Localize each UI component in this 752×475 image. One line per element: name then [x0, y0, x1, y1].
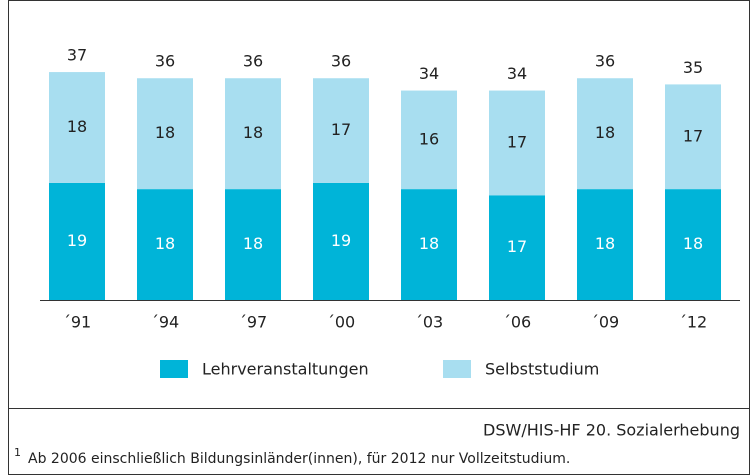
- x-tick-label: ´09: [591, 313, 619, 332]
- footnote: Ab 2006 einschließlich Bildungsinländer(…: [28, 451, 570, 467]
- total-label: 34: [507, 64, 527, 83]
- bar-segment: [49, 182, 105, 300]
- value-label: 17: [683, 126, 703, 145]
- frame: [8, 0, 750, 475]
- legend-label: Lehrveranstaltungen: [202, 360, 369, 379]
- legend-swatch: [160, 360, 188, 378]
- bar-segment: [49, 72, 105, 183]
- x-tick-label: ´91: [63, 313, 91, 332]
- bar-segment: [401, 189, 457, 300]
- footnote-marker: 1: [14, 446, 21, 459]
- total-label: 35: [683, 58, 703, 77]
- value-label: 18: [683, 234, 703, 253]
- bar-segment: [489, 195, 545, 300]
- bar-segment: [577, 78, 633, 190]
- bar-segment: [137, 78, 193, 190]
- total-label: 36: [595, 52, 615, 71]
- total-label: 34: [419, 64, 439, 83]
- x-tick-label: ´94: [151, 313, 179, 332]
- bar-segment: [577, 189, 633, 300]
- total-label: 36: [331, 52, 351, 71]
- total-label: 36: [243, 52, 263, 71]
- value-label: 18: [243, 123, 263, 142]
- value-label: 18: [67, 117, 87, 136]
- x-tick-label: ´00: [327, 313, 355, 332]
- x-tick-label: ´97: [239, 313, 267, 332]
- value-label: 17: [507, 132, 527, 151]
- value-label: 18: [419, 234, 439, 253]
- total-label: 37: [67, 46, 87, 65]
- total-label: 36: [155, 52, 175, 71]
- value-label: 19: [331, 231, 351, 250]
- legend-swatch: [443, 360, 471, 378]
- value-label: 19: [67, 231, 87, 250]
- x-tick-label: ´12: [679, 313, 707, 332]
- bar-segment: [313, 182, 369, 300]
- bar-segment: [489, 90, 545, 196]
- bar-segment: [137, 189, 193, 300]
- source: DSW/HIS-HF 20. Sozialerhebung: [483, 421, 740, 440]
- value-label: 18: [155, 234, 175, 253]
- legend-label: Selbststudium: [485, 360, 599, 379]
- x-tick-label: ´03: [415, 313, 443, 332]
- x-tick-label: ´06: [503, 313, 531, 332]
- bar-segment: [225, 78, 281, 190]
- bar-segment: [225, 189, 281, 300]
- bar-segment: [665, 189, 721, 300]
- bar-segment: [665, 84, 721, 190]
- value-label: 18: [595, 234, 615, 253]
- value-label: 17: [507, 237, 527, 256]
- value-label: 18: [595, 123, 615, 142]
- value-label: 18: [155, 123, 175, 142]
- bar-segment: [401, 90, 457, 190]
- bar-segment: [313, 78, 369, 183]
- value-label: 18: [243, 234, 263, 253]
- value-label: 17: [331, 120, 351, 139]
- value-label: 16: [419, 129, 439, 148]
